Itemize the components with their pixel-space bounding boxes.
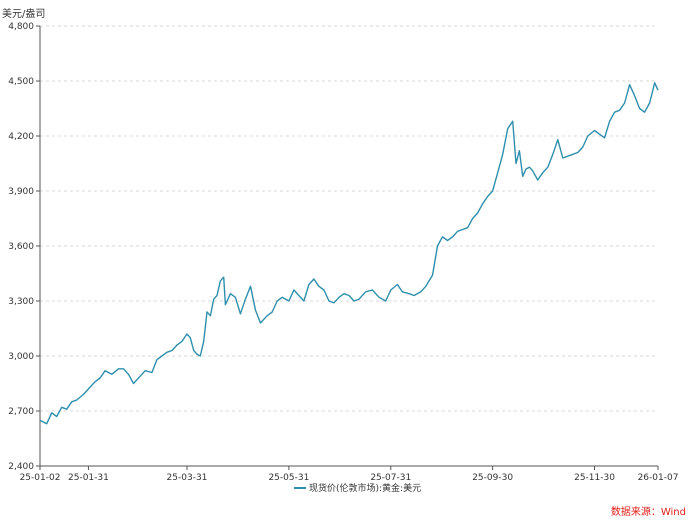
grid-lines: [40, 25, 658, 412]
y-tick-label: 3,900: [8, 187, 34, 197]
y-tick-label: 4,500: [8, 77, 34, 87]
y-tick-label: 4,800: [8, 22, 34, 32]
data-source-note: 数据来源：Wind: [610, 507, 686, 518]
x-tick-label: 25-07-31: [370, 473, 411, 483]
legend-label: 现货价(伦敦市场):黄金:美元: [309, 482, 421, 494]
x-tick-label: 25-11-30: [574, 473, 615, 483]
x-tick-label: 25-05-31: [268, 473, 309, 483]
y-axis-ticks: 2,400 2,700 3,000 3,300 3,600 3,900 4,200 4,500…: [8, 22, 40, 472]
y-tick-label: 3,600: [8, 242, 34, 252]
x-axis-ticks: 25-01-02 25-01-31 25-03-31 25-05-31 25-07-31…: [20, 466, 679, 483]
x-tick-label: 25-01-31: [68, 473, 109, 483]
x-tick-label: 25-09-30: [472, 473, 513, 483]
series-layer: [39, 82, 659, 425]
x-tick-label: 25-03-31: [167, 473, 208, 483]
x-tick-label: 26-01-07: [638, 473, 679, 483]
y-tick-label: 3,300: [8, 297, 34, 307]
y-tick-label: 2,400: [8, 462, 34, 472]
y-tick-label: 3,000: [8, 352, 34, 362]
x-tick-label: 25-01-02: [20, 473, 61, 483]
y-tick-label: 4,200: [8, 132, 34, 142]
legend: 现货价(伦敦市场):黄金:美元: [294, 482, 421, 494]
y-axis-unit-label: 美元/盎司: [2, 9, 46, 20]
series-line: [39, 82, 659, 425]
y-tick-label: 2,700: [8, 407, 34, 417]
